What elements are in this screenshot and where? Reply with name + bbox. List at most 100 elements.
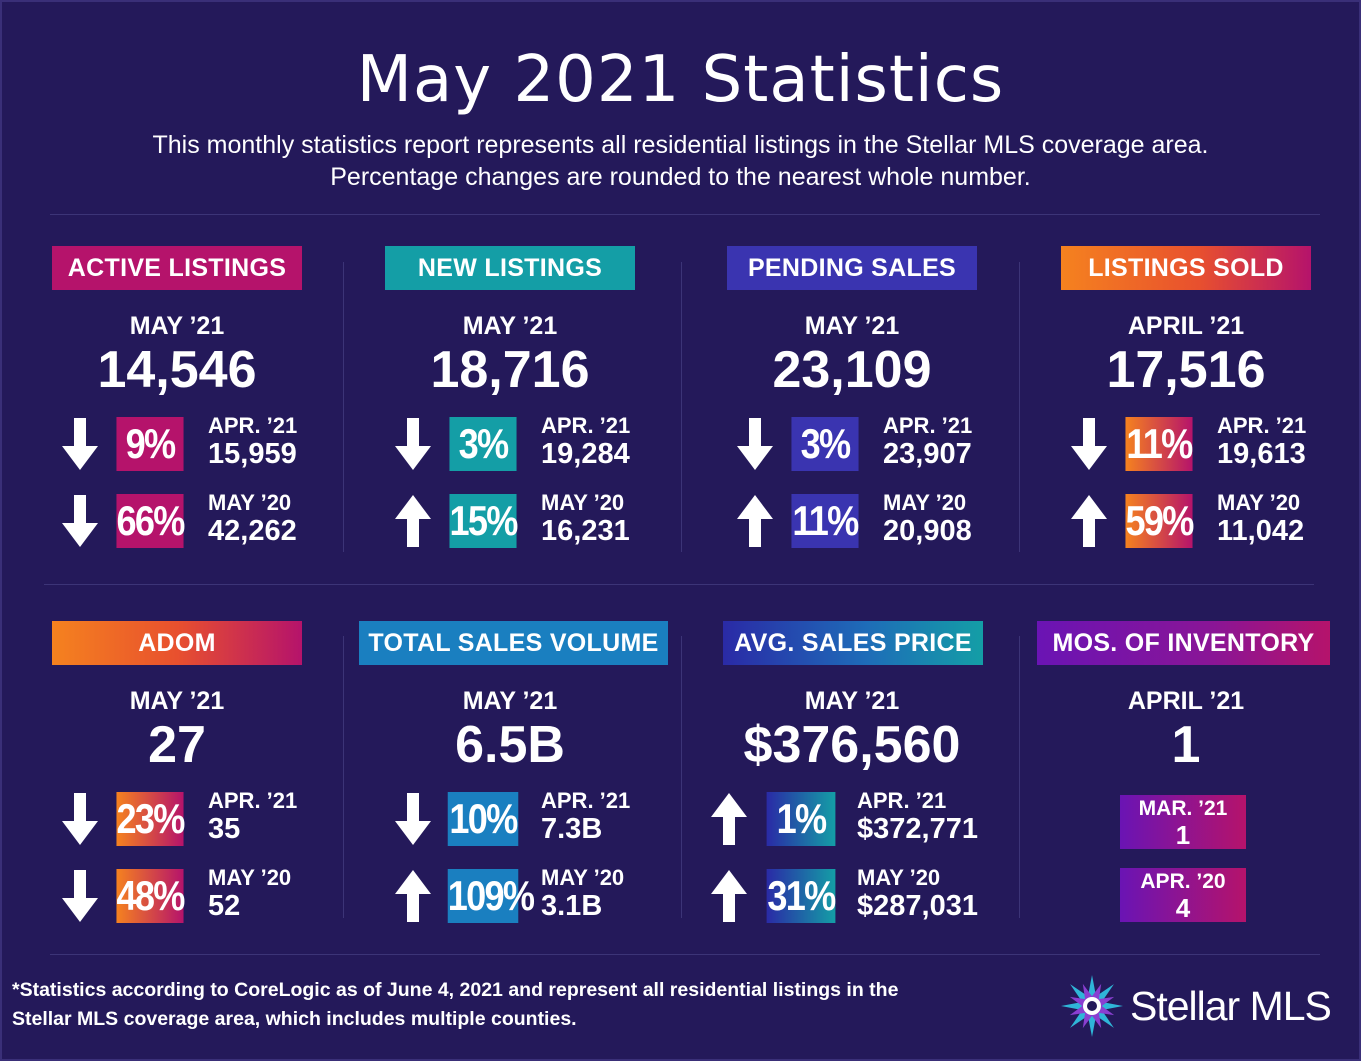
card-label: ADOM: [52, 621, 302, 665]
card-label: MOS. OF INVENTORY: [1037, 621, 1330, 665]
comparison-label: MAY ’20: [1217, 490, 1301, 515]
comparison-prior-month: 10% APR. ’21 7.3B: [385, 788, 665, 851]
comparison-value: 23,907: [883, 438, 972, 470]
stellar-mls-logo: Stellar MLS: [1060, 974, 1332, 1040]
comparison-prior-year: 11% MAY ’20 20,908: [727, 490, 1007, 553]
logo-text: Stellar MLS: [1130, 983, 1332, 1029]
card-period: APRIL ’21: [1127, 312, 1245, 340]
card-adom: ADOM MAY ’21 27 23% APR. ’21 35 48% MAY …: [52, 621, 332, 941]
card-value: 23,109: [772, 341, 932, 399]
top-divider: [50, 214, 1320, 215]
comparison-prior-month: 1% APR. ’21 $372,771: [701, 788, 981, 851]
footnote-line-1: *Statistics according to CoreLogic as of…: [12, 979, 899, 1001]
arrow-down-icon: [1071, 418, 1107, 470]
card-label: PENDING SALES: [727, 246, 977, 290]
column-divider: [1019, 636, 1020, 918]
comparison-value: 3.1B: [541, 890, 603, 922]
card-pending-sales: PENDING SALES MAY ’21 23,109 3% APR. ’21…: [727, 246, 1007, 566]
inventory-prior-label: APR. ’20: [1140, 870, 1226, 893]
comparison-value: 35: [208, 813, 241, 845]
percent-change: 1%: [766, 792, 836, 846]
percent-change: 10%: [447, 792, 518, 846]
percent-change: 3%: [449, 417, 517, 471]
column-divider: [681, 262, 682, 552]
comparison-prior-year: 59% MAY ’20 11,042: [1061, 490, 1341, 553]
inventory-prior-value: 1: [1175, 820, 1191, 850]
comparison-prior-year: 15% MAY ’20 16,231: [385, 490, 665, 553]
comparison-label: MAY ’20: [541, 490, 625, 515]
card-value: $376,560: [743, 716, 961, 774]
card-new-listings: NEW LISTINGS MAY ’21 18,716 3% APR. ’21 …: [385, 246, 665, 566]
card-value: 1: [1171, 716, 1201, 774]
arrow-up-icon: [737, 495, 773, 547]
subtitle-line-2: Percentage changes are rounded to the ne…: [330, 163, 1031, 191]
arrow-up-icon: [711, 793, 747, 845]
arrow-down-icon: [62, 418, 98, 470]
comparison-prior-year: 31% MAY ’20 $287,031: [701, 865, 981, 928]
arrow-up-icon: [395, 495, 431, 547]
middle-divider: [44, 584, 1314, 585]
percent-change: 11%: [791, 494, 859, 548]
card-period: MAY ’21: [804, 687, 900, 715]
inventory-prior-year: APR. ’20 4: [1120, 868, 1246, 922]
comparison-value: $372,771: [857, 813, 978, 845]
card-value: 6.5B: [455, 716, 565, 774]
comparison-label: MAY ’20: [208, 865, 292, 890]
comparison-label: APR. ’21: [1217, 413, 1307, 438]
column-divider: [681, 636, 682, 918]
comparison-value: 52: [208, 890, 241, 922]
column-divider: [1019, 262, 1020, 552]
inventory-prior-value: 4: [1175, 893, 1191, 923]
arrow-up-icon: [711, 870, 747, 922]
percent-change: 66%: [116, 494, 185, 548]
card-active-listings: ACTIVE LISTINGS MAY ’21 14,546 9% APR. ’…: [52, 246, 332, 566]
footnote: *Statistics according to CoreLogic as of…: [12, 976, 1022, 1034]
card-avg-sales-price: AVG. SALES PRICE MAY ’21 $376,560 1% APR…: [711, 621, 1007, 941]
card-months-of-inventory: MOS. OF INVENTORY APRIL ’21 1 MAR. ’21 1…: [1037, 621, 1341, 941]
comparison-label: APR. ’21: [541, 413, 631, 438]
comparison-prior-month: 23% APR. ’21 35: [52, 788, 332, 851]
arrow-up-icon: [1071, 495, 1107, 547]
comparison-label: MAY ’20: [857, 865, 941, 890]
card-label: ACTIVE LISTINGS: [52, 246, 302, 290]
card-label: NEW LISTINGS: [385, 246, 635, 290]
comparison-value: 20,908: [883, 515, 972, 547]
card-value: 14,546: [97, 341, 257, 399]
percent-change: 59%: [1125, 494, 1194, 548]
comparison-prior-month: 3% APR. ’21 19,284: [385, 413, 665, 476]
arrow-up-icon: [395, 870, 431, 922]
page-title: May 2021 Statistics: [356, 43, 1005, 117]
card-value: 17,516: [1106, 341, 1266, 399]
comparison-prior-year: 48% MAY ’20 52: [52, 865, 332, 928]
comparison-label: MAY ’20: [541, 865, 625, 890]
star-burst-icon: [1061, 975, 1123, 1037]
comparison-value: 16,231: [541, 515, 630, 547]
card-period: MAY ’21: [129, 687, 225, 715]
percent-change: 15%: [449, 494, 518, 548]
card-value: 18,716: [430, 341, 590, 399]
arrow-down-icon: [395, 418, 431, 470]
card-total-sales-volume: TOTAL SALES VOLUME MAY ’21 6.5B 10% APR.…: [359, 621, 668, 941]
comparison-value: $287,031: [857, 890, 978, 922]
card-period: APRIL ’21: [1127, 687, 1245, 715]
card-listings-sold: LISTINGS SOLD APRIL ’21 17,516 11% APR. …: [1061, 246, 1341, 566]
card-period: MAY ’21: [129, 312, 225, 340]
percent-change: 23%: [116, 792, 185, 846]
arrow-down-icon: [737, 418, 773, 470]
inventory-prior-month: MAR. ’21 1: [1120, 795, 1246, 849]
comparison-label: MAY ’20: [883, 490, 967, 515]
subtitle-line-1: This monthly statistics report represent…: [152, 131, 1209, 159]
percent-change: 31%: [766, 869, 836, 923]
comparison-value: 11,042: [1217, 515, 1305, 547]
card-label: LISTINGS SOLD: [1061, 246, 1311, 290]
comparison-prior-year: 66% MAY ’20 42,262: [52, 490, 332, 553]
comparison-prior-year: 109% MAY ’20 3.1B: [385, 865, 665, 928]
bottom-divider: [50, 954, 1320, 955]
percent-change: 48%: [116, 869, 185, 923]
percent-change: 3%: [791, 417, 859, 471]
column-divider: [343, 636, 344, 918]
comparison-label: APR. ’21: [857, 788, 947, 813]
percent-change: 11%: [1125, 417, 1193, 471]
card-period: MAY ’21: [804, 312, 900, 340]
